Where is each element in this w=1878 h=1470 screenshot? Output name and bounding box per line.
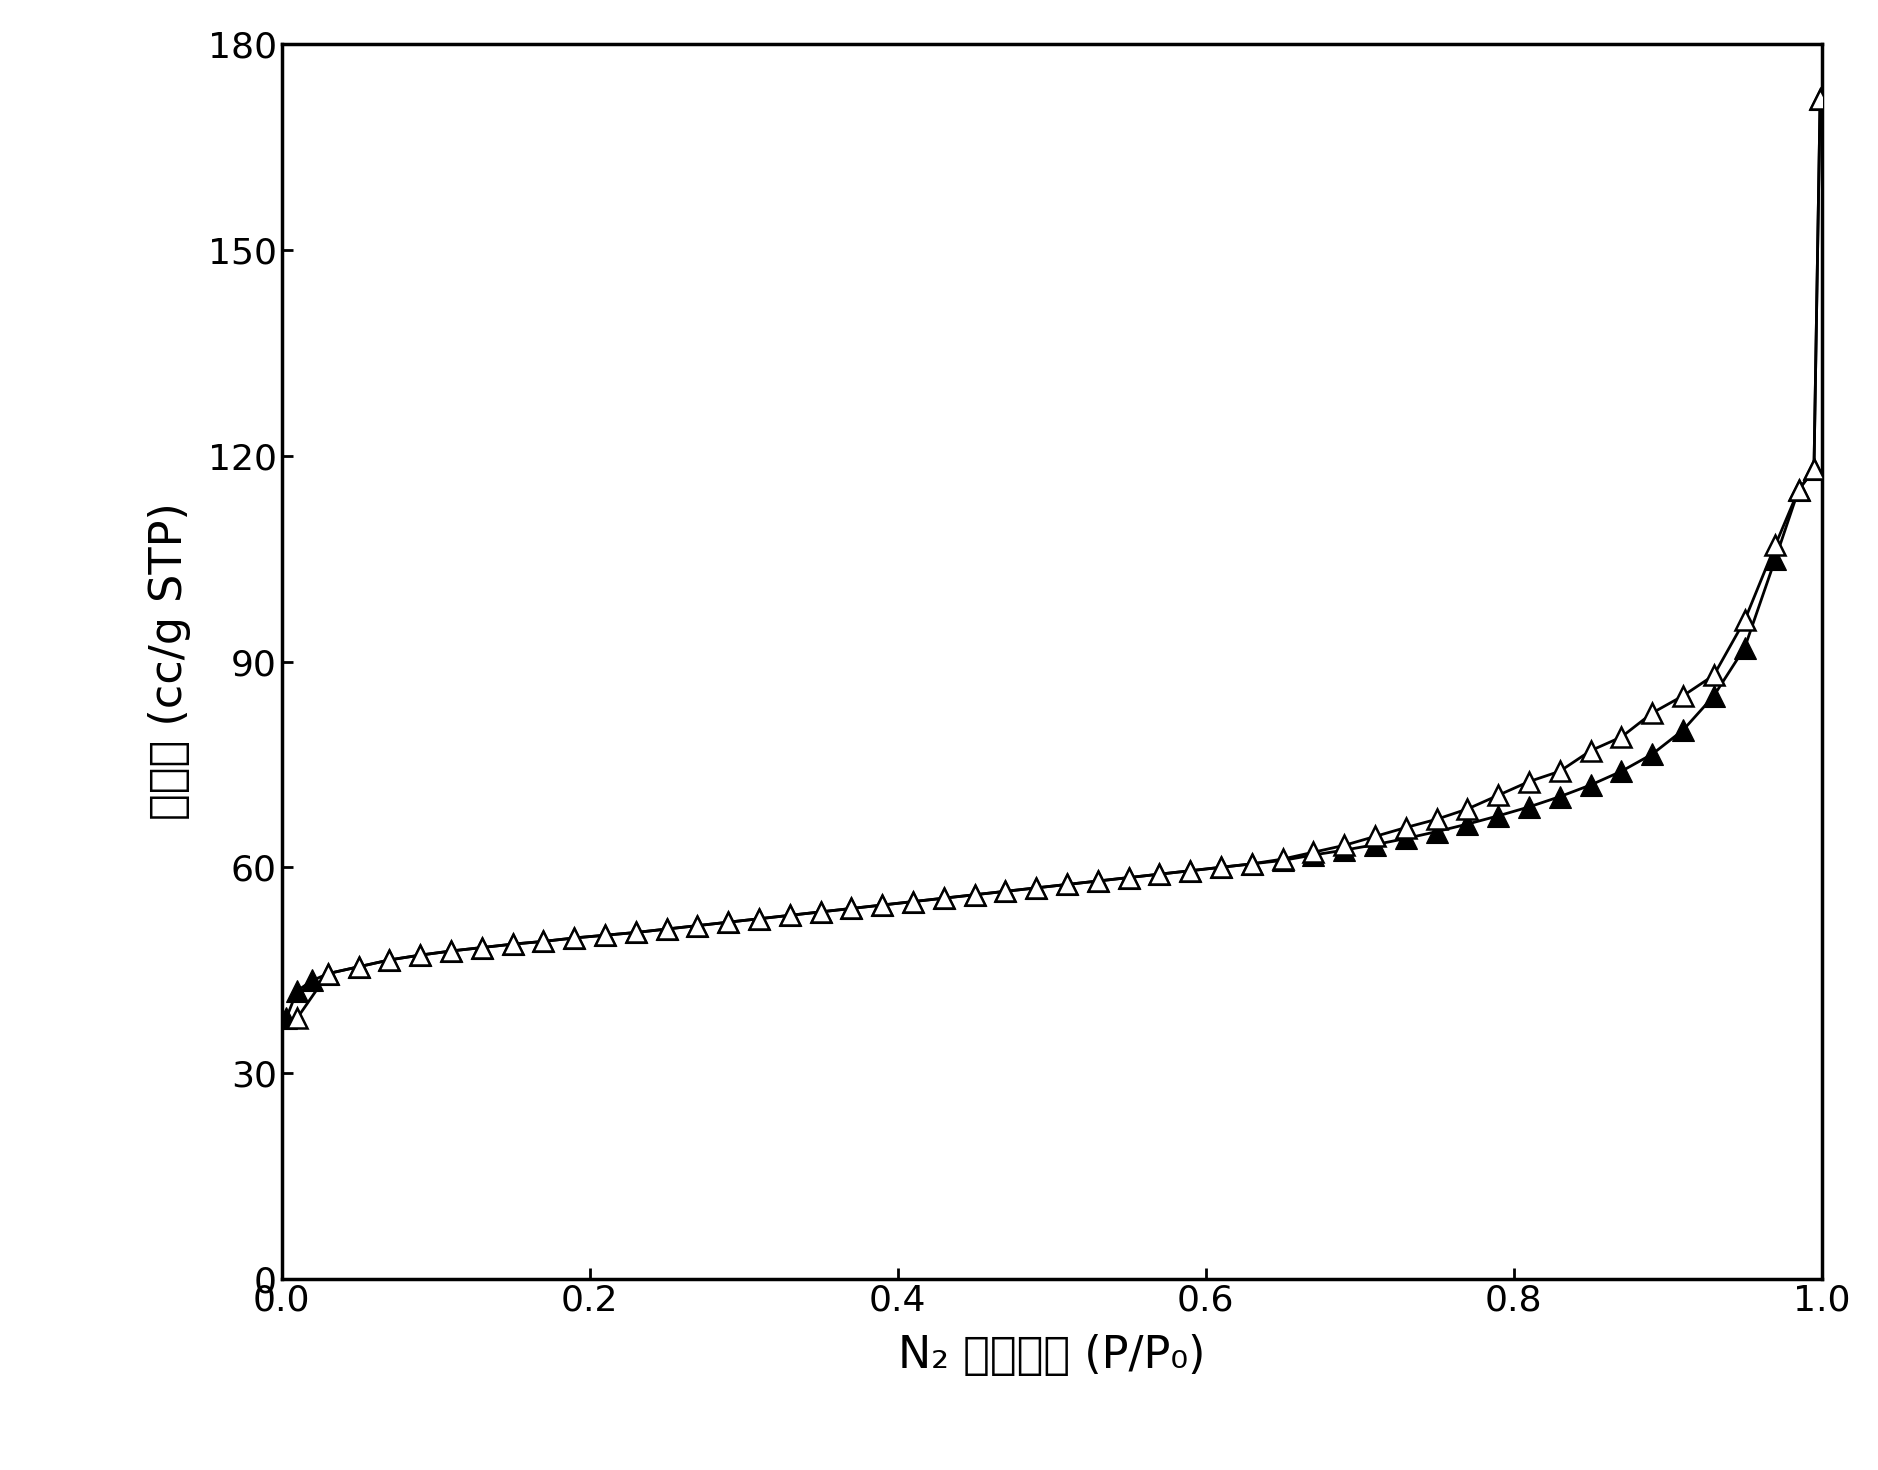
Y-axis label: 吸附量 (cc/g STP): 吸附量 (cc/g STP): [148, 503, 192, 820]
X-axis label: N₂ 相对压力 (P/P₀): N₂ 相对压力 (P/P₀): [898, 1335, 1206, 1377]
